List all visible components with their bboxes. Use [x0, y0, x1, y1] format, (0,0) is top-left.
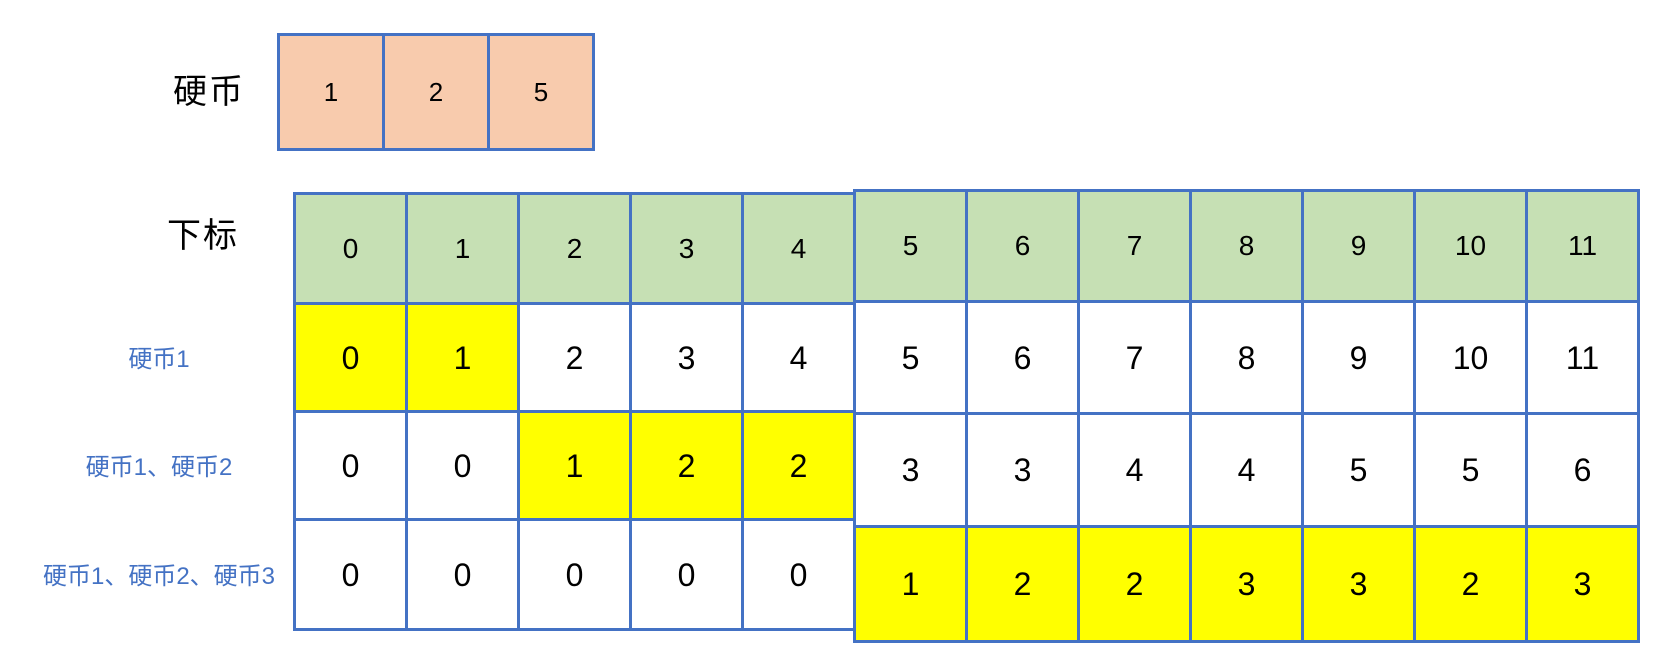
coin-cell: 1 [277, 33, 385, 151]
index-cell: 8 [1189, 189, 1304, 303]
row-label: 硬币1 [128, 345, 190, 373]
dp-cell: 0 [293, 410, 408, 521]
dp-cell: 0 [405, 518, 520, 631]
row-label: 硬币1、硬币2、硬币3 [42, 562, 276, 590]
dp-cell: 10 [1413, 300, 1528, 415]
dp-cell: 2 [741, 410, 856, 521]
index-cell: 10 [1413, 189, 1528, 303]
dp-cell: 6 [1525, 412, 1640, 528]
dp-cell: 0 [517, 518, 632, 631]
dp-cell: 11 [1525, 300, 1640, 415]
dp-cell: 3 [1525, 525, 1640, 643]
dp-cell: 7 [1077, 300, 1192, 415]
coin-cell: 5 [487, 33, 595, 151]
index-cell: 4 [741, 192, 856, 305]
index-cell: 2 [517, 192, 632, 305]
dp-cell: 0 [629, 518, 744, 631]
dp-cell: 0 [741, 518, 856, 631]
dp-cell: 3 [1301, 525, 1416, 643]
dp-cell: 1 [405, 302, 520, 413]
index-label: 下标 [167, 216, 239, 255]
index-cell: 11 [1525, 189, 1640, 303]
dp-cell: 2 [1413, 525, 1528, 643]
dp-cell: 2 [965, 525, 1080, 643]
dp-cell: 0 [405, 410, 520, 521]
index-cell: 9 [1301, 189, 1416, 303]
dp-cell: 3 [1189, 525, 1304, 643]
dp-cell: 3 [853, 412, 968, 528]
dp-cell: 1 [517, 410, 632, 521]
dp-cell: 3 [965, 412, 1080, 528]
index-cell: 3 [629, 192, 744, 305]
dp-cell: 3 [629, 302, 744, 413]
dp-cell: 2 [629, 410, 744, 521]
dp-cell: 5 [1301, 412, 1416, 528]
dp-cell: 2 [1077, 525, 1192, 643]
dp-cell: 9 [1301, 300, 1416, 415]
index-cell: 5 [853, 189, 968, 303]
dp-cell: 0 [293, 302, 408, 413]
index-cell: 0 [293, 192, 408, 305]
dp-cell: 4 [1189, 412, 1304, 528]
dp-cell: 6 [965, 300, 1080, 415]
dp-cell: 8 [1189, 300, 1304, 415]
coins-label: 硬币 [173, 72, 245, 111]
dp-cell: 4 [1077, 412, 1192, 528]
dp-cell: 4 [741, 302, 856, 413]
index-cell: 6 [965, 189, 1080, 303]
coin-cell: 2 [382, 33, 490, 151]
index-cell: 7 [1077, 189, 1192, 303]
dp-cell: 5 [1413, 412, 1528, 528]
dp-cell: 0 [293, 518, 408, 631]
dp-cell: 1 [853, 525, 968, 643]
dp-cell: 5 [853, 300, 968, 415]
index-cell: 1 [405, 192, 520, 305]
dp-cell: 2 [517, 302, 632, 413]
row-label: 硬币1、硬币2 [85, 453, 233, 481]
